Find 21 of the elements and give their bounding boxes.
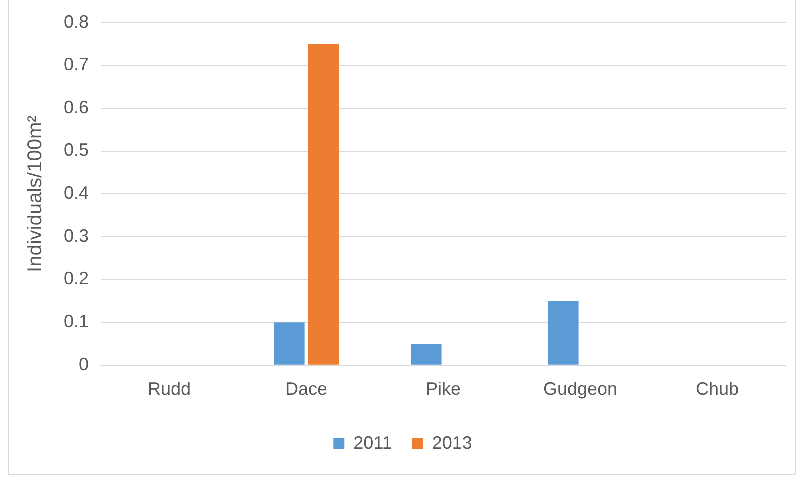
y-tick-label: 0.7 <box>64 54 90 75</box>
y-tick-label: 0.6 <box>64 97 90 118</box>
y-tick-label: 0.5 <box>64 140 90 160</box>
bar <box>548 301 579 365</box>
x-tick-label: Chub <box>696 379 740 400</box>
bar <box>410 344 442 365</box>
x-tick-label: Rudd <box>148 379 192 400</box>
y-tick-label: 0.1 <box>64 312 90 332</box>
y-tick-label: 0.8 <box>64 12 90 32</box>
bar <box>308 44 340 365</box>
x-tick-label: Pike <box>426 379 462 400</box>
x-tick-label: Gudgeon <box>543 379 618 400</box>
y-tick-label: 0 <box>79 354 90 374</box>
legend-label: 2011 <box>354 432 392 453</box>
y-tick-label: 0.3 <box>64 226 90 246</box>
bar <box>274 322 305 365</box>
legend-label: 2013 <box>432 432 472 453</box>
y-axis-title: Individuals/100m² <box>24 115 47 272</box>
y-tick-label: 0.2 <box>64 268 90 289</box>
y-tick-label: 0.4 <box>64 183 90 204</box>
x-tick-label: Dace <box>286 379 328 400</box>
